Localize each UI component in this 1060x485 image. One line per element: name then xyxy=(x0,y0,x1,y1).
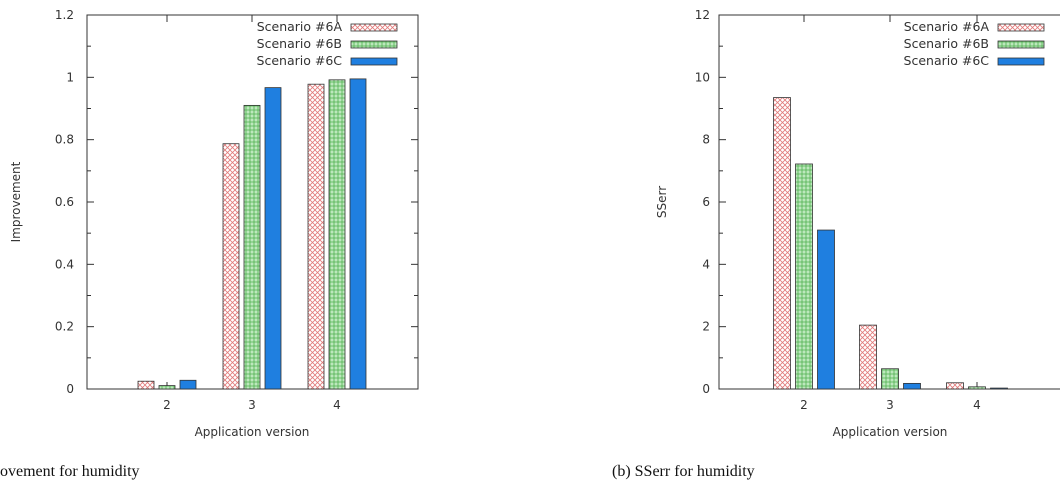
y-axis-label: Improvement xyxy=(9,161,23,242)
legend: Scenario #6A Scenario #6B Scenario #6C xyxy=(257,19,398,68)
legend-swatch-6c xyxy=(350,57,398,66)
legend: Scenario #6A Scenario #6B Scenario #6C xyxy=(904,19,1045,68)
legend-label-6a: Scenario #6A xyxy=(904,19,990,34)
legend-swatch-6c xyxy=(997,57,1045,66)
bar-6a-v2 xyxy=(137,380,155,390)
caption-a: ovement for humidity xyxy=(0,463,140,480)
legend-label-6b: Scenario #6B xyxy=(904,36,989,51)
bar-6a-v4 xyxy=(946,382,964,390)
y-tick-label: 0.6 xyxy=(55,195,74,209)
x-tick-label: 2 xyxy=(163,398,171,412)
y-axis: 0 2 4 6 8 10 12 xyxy=(695,8,726,396)
bar-6c-v2 xyxy=(179,379,197,390)
bar-6c-v4 xyxy=(990,387,1008,390)
bar-6c-v3 xyxy=(903,382,921,390)
y-tick-label: 4 xyxy=(702,257,710,271)
x-tick-label: 2 xyxy=(800,398,808,412)
legend-label-6b: Scenario #6B xyxy=(257,36,342,51)
legend-swatch-6a xyxy=(997,23,1045,32)
y-tick-label: 6 xyxy=(702,195,710,209)
legend-swatch-6b xyxy=(997,40,1045,49)
y-tick-label: 0 xyxy=(702,382,710,396)
caption-b: (b) SSerr for humidity xyxy=(612,463,755,480)
y-tick-label: 8 xyxy=(702,133,710,147)
bar-6c-v4 xyxy=(349,78,367,390)
bar-6b-v3 xyxy=(243,104,261,390)
y-tick-label: 0.2 xyxy=(55,320,74,334)
bar-6a-v4 xyxy=(307,83,325,390)
x-axis-label: Application version xyxy=(833,425,948,439)
x-tick-label: 3 xyxy=(248,398,256,412)
y-tick-label: 1 xyxy=(66,70,74,84)
legend-swatch-6a xyxy=(350,23,398,32)
bar-6a-v3 xyxy=(859,324,877,390)
x-axis-label: Application version xyxy=(195,425,310,439)
bar-6b-v3 xyxy=(881,368,899,390)
bar-6c-v2 xyxy=(817,229,835,390)
y-tick-label: 0 xyxy=(66,382,74,396)
bars xyxy=(137,78,367,390)
legend-label-6a: Scenario #6A xyxy=(257,19,343,34)
x-tick-label: 3 xyxy=(886,398,894,412)
x-tick-label: 4 xyxy=(333,398,341,412)
legend-label-6c: Scenario #6C xyxy=(257,53,343,68)
legend-swatch-6b xyxy=(350,40,398,49)
y-tick-label: 2 xyxy=(702,320,710,334)
bar-6a-v3 xyxy=(222,143,240,390)
bar-6b-v2 xyxy=(158,385,176,390)
y-tick-label: 1.2 xyxy=(55,8,74,22)
bar-6b-v4 xyxy=(968,386,986,390)
x-tick-label: 4 xyxy=(973,398,981,412)
bar-6b-v4 xyxy=(328,79,346,390)
chart-improvement: 0 0.2 0.4 0.6 0.8 1 1.2 2 3 4 Improvement Applic… xyxy=(0,8,419,480)
bars xyxy=(773,97,1008,390)
y-tick-label: 12 xyxy=(695,8,710,22)
y-tick-label: 0.4 xyxy=(55,257,74,271)
legend-label-6c: Scenario #6C xyxy=(904,53,990,68)
y-axis: 0 0.2 0.4 0.6 0.8 1 1.2 xyxy=(55,8,418,396)
bar-6b-v2 xyxy=(795,163,813,390)
bar-6a-v2 xyxy=(773,97,791,390)
y-tick-label: 0.8 xyxy=(55,133,74,147)
y-axis-label: SSerr xyxy=(655,186,669,218)
y-tick-label: 10 xyxy=(695,70,710,84)
plot-frame xyxy=(718,14,1060,390)
bar-6c-v3 xyxy=(264,87,282,390)
